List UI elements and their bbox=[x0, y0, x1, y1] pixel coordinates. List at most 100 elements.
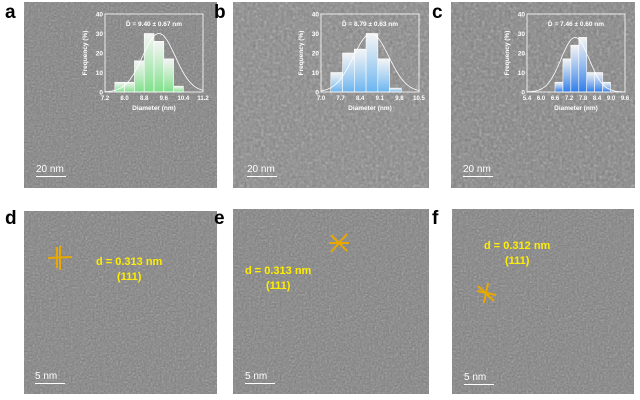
histogram-bar bbox=[330, 72, 343, 93]
x-tick-label: 5.4 bbox=[523, 96, 532, 102]
x-tick-label: 6.0 bbox=[537, 96, 546, 102]
scale-bar-b: 20 nm bbox=[247, 164, 277, 177]
lattice-fringe-marker-d bbox=[48, 246, 72, 270]
gaussian-fit-curve bbox=[104, 33, 204, 93]
lattice-fringe-marker-e bbox=[329, 233, 349, 253]
histogram-bar bbox=[570, 44, 580, 93]
x-tick-label: 8.4 bbox=[356, 96, 365, 102]
lattice-plane: (111) bbox=[504, 255, 530, 267]
histogram-bar bbox=[153, 40, 165, 93]
x-axis-label: Diameter (nm) bbox=[554, 105, 598, 112]
y-tick-label: 40 bbox=[96, 12, 104, 19]
mean-diameter-label: D̄ = 7.46 ± 0.60 nm bbox=[548, 19, 604, 28]
x-tick-label: 8.0 bbox=[120, 96, 129, 102]
x-tick-label: 10.5 bbox=[413, 96, 425, 102]
y-tick-label: 20 bbox=[518, 51, 526, 58]
scale-bar-d: 5 nm bbox=[35, 371, 65, 384]
tem-image-a: 0 10 20 30 40 7.2 8.0 8.8 9.6 10.4 11.2 D̄ = 9.40 ±… bbox=[24, 2, 217, 188]
x-tick-label: 9.8 bbox=[395, 96, 404, 102]
histogram-bar bbox=[586, 72, 595, 93]
scale-bar-label: 5 nm bbox=[464, 372, 487, 383]
plot-frame bbox=[104, 13, 204, 93]
scale-bar-f: 5 nm bbox=[464, 372, 494, 385]
x-tick-label: 7.2 bbox=[101, 96, 110, 102]
lattice-plane: (111) bbox=[265, 280, 291, 292]
y-tick-label: 40 bbox=[312, 12, 320, 19]
tem-image-c: 0 10 20 30 40 5.4 6.0 6.6 7.2 7.8 8.4 9.0 9.6 D̄ = 7.… bbox=[451, 2, 635, 188]
histogram-bar bbox=[173, 85, 184, 93]
y-tick-label: 20 bbox=[96, 51, 104, 58]
y-tick-label: 10 bbox=[96, 70, 104, 77]
histogram-bar bbox=[377, 58, 390, 93]
scale-bar-label: 20 nm bbox=[463, 164, 491, 175]
tem-image-b: 0 10 20 30 40 7.0 7.7 8.4 9.1 9.8 10.5 D̄ = 8.79 ± … bbox=[233, 2, 429, 188]
d-spacing-annotation-e: d = 0.313 nm (111) bbox=[245, 264, 311, 294]
x-axis-label: Diameter (nm) bbox=[348, 105, 392, 112]
mean-diameter-label: D̄ = 9.40 ± 0.67 nm bbox=[126, 19, 182, 28]
x-tick-label: 8.4 bbox=[593, 96, 602, 102]
y-tick-label: 0 bbox=[99, 90, 103, 97]
histogram-bar bbox=[389, 87, 402, 93]
panel-label-d: d bbox=[5, 208, 17, 229]
plot-frame bbox=[526, 13, 626, 93]
d-spacing-value: d = 0.313 nm bbox=[96, 256, 163, 268]
plot-frame bbox=[320, 13, 420, 93]
d-spacing-annotation-f: d = 0.312 nm (111) bbox=[484, 239, 550, 269]
x-tick-label: 7.7 bbox=[336, 96, 345, 102]
y-tick-label: 30 bbox=[96, 31, 104, 38]
scale-bar-e: 5 nm bbox=[245, 371, 275, 384]
x-tick-label: 7.8 bbox=[579, 96, 588, 102]
x-tick-label: 8.8 bbox=[140, 96, 149, 102]
y-tick-label: 30 bbox=[518, 31, 526, 38]
histogram-bar bbox=[365, 33, 379, 93]
hrtem-image-e: d = 0.313 nm (111) 5 nm bbox=[233, 209, 429, 394]
panel-label-e: e bbox=[214, 208, 225, 229]
scale-bar-label: 20 nm bbox=[36, 164, 64, 175]
d-spacing-value: d = 0.313 nm bbox=[245, 265, 312, 277]
hrtem-image-f: d = 0.312 nm (111) 5 nm bbox=[452, 209, 634, 394]
x-tick-label: 9.1 bbox=[376, 96, 385, 102]
y-axis-label: Frequency (%) bbox=[82, 31, 89, 76]
x-tick-label: 7.0 bbox=[317, 96, 326, 102]
panel-label-b: b bbox=[214, 2, 226, 23]
histogram-bar bbox=[554, 81, 564, 93]
histogram-bar bbox=[562, 58, 572, 93]
y-tick-label: 30 bbox=[312, 31, 320, 38]
d-spacing-value: d = 0.312 nm bbox=[484, 240, 551, 252]
x-tick-label: 9.0 bbox=[607, 96, 616, 102]
gaussian-fit-curve bbox=[527, 37, 625, 93]
histogram-bar bbox=[114, 81, 125, 93]
x-tick-label: 10.4 bbox=[178, 96, 190, 102]
x-tick-label: 9.6 bbox=[160, 96, 169, 102]
y-tick-label: 10 bbox=[312, 70, 320, 77]
histogram-bar bbox=[602, 81, 611, 93]
y-tick-label: 20 bbox=[312, 51, 320, 58]
scale-bar-a: 20 nm bbox=[36, 164, 66, 177]
lattice-plane: (111) bbox=[116, 271, 142, 283]
d-spacing-annotation-d: d = 0.313 nm (111) bbox=[96, 255, 162, 285]
scale-bar-c: 20 nm bbox=[463, 164, 493, 177]
y-tick-label: 10 bbox=[518, 70, 526, 77]
gaussian-fit-curve bbox=[320, 33, 420, 92]
x-tick-label: 6.6 bbox=[551, 96, 560, 102]
histogram-bar bbox=[163, 58, 174, 93]
x-axis-label: Diameter (nm) bbox=[132, 105, 176, 112]
y-axis-label: Frequency (%) bbox=[298, 31, 305, 76]
size-histogram-a: 0 10 20 30 40 7.2 8.0 8.8 9.6 10.4 11.2 D̄ = 9.40 ±… bbox=[82, 12, 209, 113]
panel-label-f: f bbox=[432, 208, 439, 229]
histogram-bar bbox=[354, 48, 367, 93]
y-tick-label: 0 bbox=[315, 90, 319, 97]
lattice-fringe-marker-f bbox=[476, 282, 497, 304]
scale-bar-label: 5 nm bbox=[245, 371, 268, 382]
size-histogram-b: 0 10 20 30 40 7.0 7.7 8.4 9.1 9.8 10.5 D̄ = 8.79 ± … bbox=[298, 12, 425, 113]
histogram-bar bbox=[134, 60, 145, 93]
x-tick-label: 7.2 bbox=[565, 96, 574, 102]
y-tick-label: 40 bbox=[518, 12, 526, 19]
mean-diameter-label: D̄ = 8.79 ± 0.63 nm bbox=[342, 19, 398, 28]
x-tick-label: 11.2 bbox=[197, 96, 209, 102]
scale-bar-label: 20 nm bbox=[247, 164, 275, 175]
scale-bar-label: 5 nm bbox=[35, 371, 58, 382]
hrtem-image-d: d = 0.313 nm (111) 5 nm bbox=[24, 211, 217, 394]
y-axis-label: Frequency (%) bbox=[504, 31, 511, 76]
size-histogram-c: 0 10 20 30 40 5.4 6.0 6.6 7.2 7.8 8.4 9.0 9.6 D̄ = 7.… bbox=[504, 12, 630, 113]
